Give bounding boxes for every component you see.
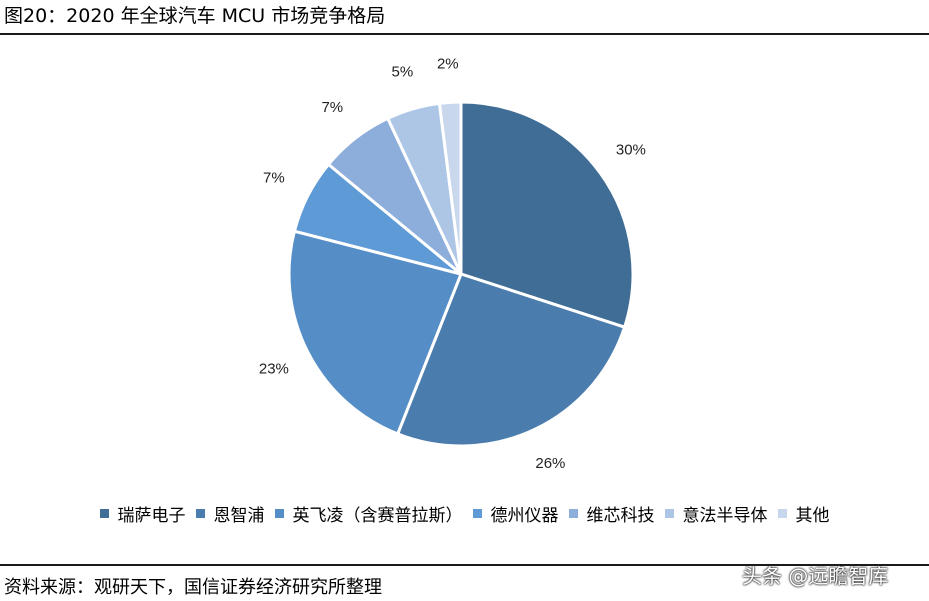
legend-swatch-1 (195, 509, 205, 518)
legend-item-6: 其他 (777, 501, 830, 526)
pie-label-3: 7% (263, 170, 285, 187)
legend-item-2: 英飞凌（含赛普拉斯） (274, 501, 463, 526)
legend-label-2: 英飞凌（含赛普拉斯） (292, 506, 463, 526)
pie-label-1: 26% (535, 455, 565, 472)
legend-item-3: 德州仪器 (472, 501, 559, 526)
legend-item-0: 瑞萨电子 (99, 501, 186, 526)
bottom-divider (0, 564, 929, 566)
legend-label-3: 德州仪器 (490, 506, 559, 526)
legend-item-4: 维芯科技 (568, 501, 655, 526)
legend-swatch-2 (274, 509, 284, 518)
pie-label-2: 23% (259, 360, 289, 377)
figure-title: 图20：2020 年全球汽车 MCU 市场竞争格局 (4, 5, 386, 27)
pie-label-6: 2% (437, 55, 459, 72)
pie-label-5: 5% (392, 63, 414, 80)
legend-label-5: 意法半导体 (682, 506, 768, 526)
legend-item-5: 意法半导体 (664, 501, 768, 526)
pie-label-4: 7% (321, 99, 343, 116)
legend-swatch-5 (664, 509, 674, 518)
legend-label-1: 恩智浦 (213, 506, 265, 526)
legend-swatch-3 (472, 509, 482, 518)
legend-swatch-6 (777, 509, 787, 518)
pie-slice-1 (396, 272, 627, 448)
pie-label-0: 30% (616, 142, 646, 159)
top-divider (0, 33, 929, 35)
pie-slice-6 (437, 100, 463, 276)
legend-item-1: 恩智浦 (195, 501, 265, 526)
legend-label-6: 其他 (795, 506, 830, 526)
source-note: 资料来源：观研天下，国信证券经济研究所整理 (4, 577, 382, 598)
legend-swatch-4 (568, 509, 578, 518)
chart-legend: 瑞萨电子 恩智浦 英飞凌（含赛普拉斯） 德州仪器 维芯科技 意法半导体 其他 (0, 501, 929, 526)
pie-slice-0 (459, 100, 635, 329)
legend-label-0: 瑞萨电子 (117, 506, 186, 526)
legend-swatch-0 (99, 509, 109, 518)
pie-slice-2 (287, 229, 463, 436)
legend-label-4: 维芯科技 (586, 506, 655, 526)
watermark: 头条 @远瞻智库 (742, 564, 889, 588)
